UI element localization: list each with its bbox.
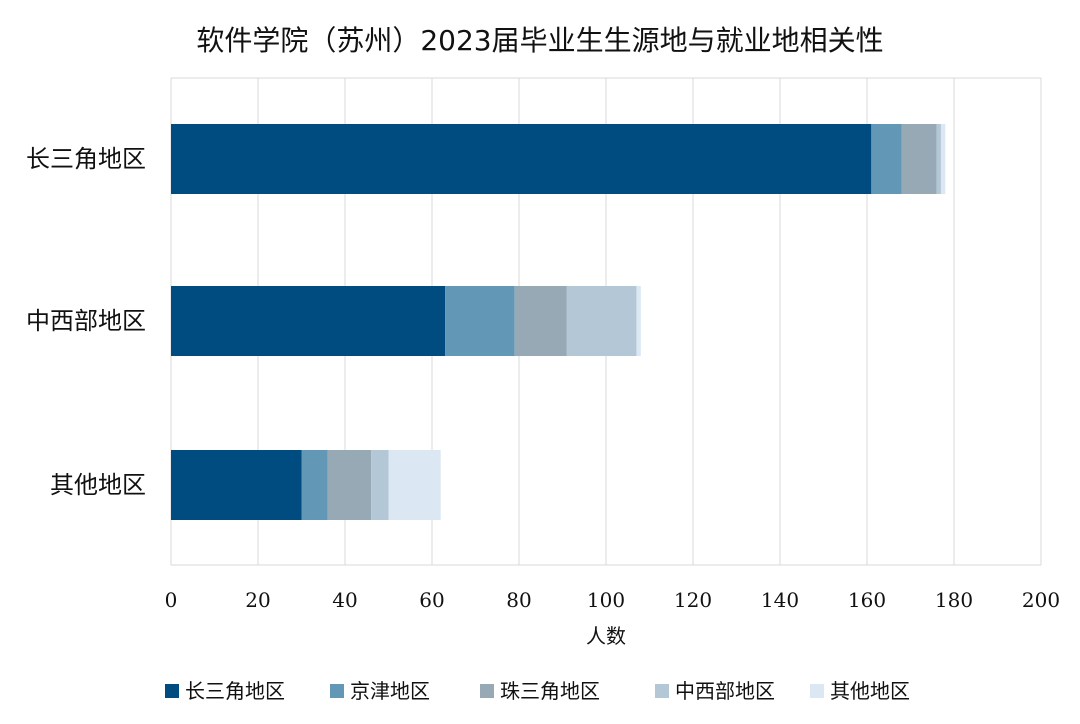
legend-item: 京津地区	[330, 679, 430, 703]
category-label: 其他地区	[50, 471, 146, 499]
legend-label: 珠三角地区	[500, 679, 600, 703]
bar-segment	[940, 124, 946, 194]
x-tick-labels: 0 20 40 60 80 100 120 140 160 180 200	[165, 588, 1060, 612]
legend-label: 长三角地区	[185, 679, 285, 703]
bar-segment	[566, 286, 637, 356]
legend-item: 珠三角地区	[480, 679, 600, 703]
chart-title: 软件学院（苏州）2023届毕业生生源地与就业地相关性	[196, 24, 883, 57]
x-tick-label: 80	[506, 588, 531, 612]
legend: 长三角地区 京津地区 珠三角地区 中西部地区 其他地区	[165, 679, 910, 703]
x-tick-label: 200	[1022, 588, 1060, 612]
bar-segment	[901, 124, 937, 194]
bar-segment	[371, 450, 389, 520]
legend-swatch	[810, 684, 824, 698]
bar-segment	[327, 450, 372, 520]
category-label: 长三角地区	[26, 145, 146, 173]
x-tick-label: 60	[419, 588, 444, 612]
legend-label: 中西部地区	[675, 679, 775, 703]
category-label: 中西部地区	[26, 307, 146, 335]
bar-segment	[171, 286, 446, 356]
bar-segment	[936, 124, 941, 194]
x-tick-label: 180	[935, 588, 973, 612]
x-tick-label: 160	[848, 588, 886, 612]
x-tick-label: 100	[587, 588, 625, 612]
legend-label: 其他地区	[830, 679, 910, 703]
bar-segment	[171, 124, 872, 194]
bars	[171, 124, 946, 520]
legend-item: 中西部地区	[655, 679, 775, 703]
x-tick-label: 120	[674, 588, 712, 612]
bar-segment	[301, 450, 328, 520]
bar-segment	[388, 450, 441, 520]
x-tick-label: 40	[332, 588, 357, 612]
legend-swatch	[480, 684, 494, 698]
legend-label: 京津地区	[350, 679, 430, 703]
bar-segment	[636, 286, 641, 356]
legend-item: 长三角地区	[165, 679, 285, 703]
x-tick-label: 140	[761, 588, 799, 612]
bar-segment	[871, 124, 902, 194]
legend-item: 其他地区	[810, 679, 910, 703]
x-tick-label: 20	[245, 588, 270, 612]
legend-swatch	[330, 684, 344, 698]
legend-swatch	[165, 684, 179, 698]
x-tick-label: 0	[165, 588, 178, 612]
bar-segment	[514, 286, 567, 356]
legend-swatch	[655, 684, 669, 698]
bar-segment	[171, 450, 302, 520]
x-axis-title: 人数	[586, 624, 626, 648]
bar-segment	[445, 286, 515, 356]
